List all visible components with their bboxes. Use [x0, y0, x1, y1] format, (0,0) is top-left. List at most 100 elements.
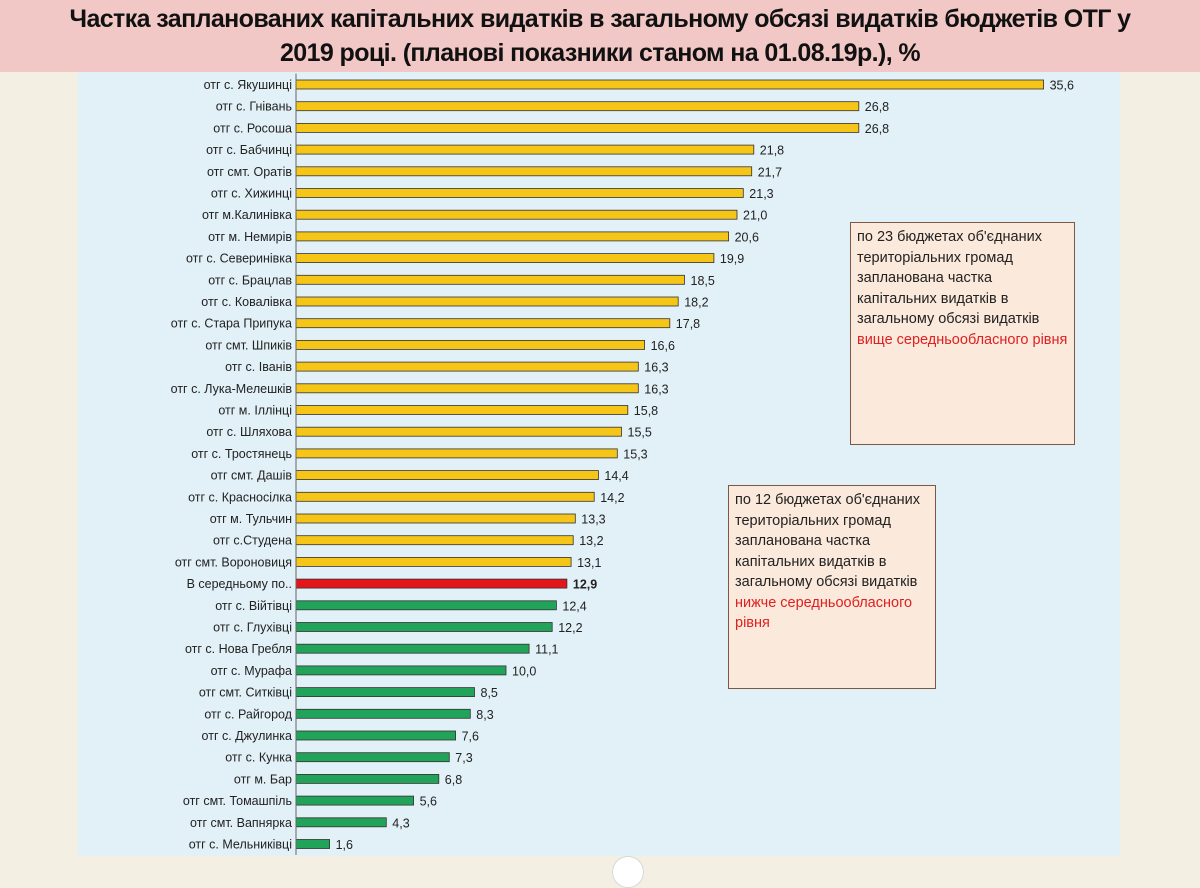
category-label-26: отг с. Нова Гребля: [185, 642, 292, 656]
value-label-11: 17,8: [676, 317, 700, 331]
bar-8: [295, 253, 715, 264]
value-label-27: 10,0: [512, 664, 536, 678]
bar-32: [295, 774, 440, 784]
value-label-5: 21,3: [749, 187, 773, 201]
value-label-12: 16,6: [651, 339, 675, 353]
value-label-18: 14,4: [604, 469, 628, 483]
category-label-35: отг с. Мельниківці: [189, 838, 292, 852]
bar-26: [295, 643, 530, 654]
category-label-25: отг с. Глухівці: [213, 621, 292, 635]
category-label-16: отг с. Шляхова: [206, 425, 292, 439]
category-label-13: отг с. Іванів: [225, 360, 292, 374]
bar-31: [295, 752, 450, 763]
bar-6: [295, 209, 738, 220]
category-label-29: отг с. Райгород: [204, 707, 292, 721]
category-label-30: отг с. Джулинка: [202, 729, 292, 743]
value-label-25: 12,2: [558, 621, 582, 635]
category-label-27: отг с. Мурафа: [211, 664, 292, 678]
category-label-28: отг смт. Ситківці: [199, 686, 292, 700]
category-label-8: отг с. Северинівка: [186, 252, 292, 266]
category-label-23: В середньому по..: [187, 577, 292, 591]
bar-2: [295, 123, 860, 133]
value-label-17: 15,3: [623, 447, 647, 461]
slide-nav-dot[interactable]: [612, 856, 644, 888]
bar-14: [295, 383, 639, 394]
category-label-2: отг с. Росоша: [213, 121, 292, 135]
bars-group: [295, 79, 1044, 849]
value-label-15: 15,8: [634, 404, 658, 418]
category-label-12: отг смт. Шпиків: [205, 338, 292, 352]
bar-16: [295, 426, 622, 437]
category-label-32: отг м. Бар: [234, 772, 292, 786]
value-label-23: 12,9: [573, 578, 597, 592]
category-label-19: отг с. Красносілка: [188, 490, 292, 504]
bar-17: [295, 448, 618, 459]
chart-title-line-2: 2019 році. (планові показники станом на …: [279, 39, 921, 67]
value-label-29: 8,3: [476, 708, 493, 722]
bar-25: [295, 622, 553, 632]
bar-23: [295, 578, 568, 589]
value-label-19: 14,2: [600, 491, 624, 505]
value-label-0: 35,6: [1050, 79, 1074, 93]
value-label-4: 21,7: [758, 165, 782, 179]
annotation-above-average: по 23 бюджетах об'єднаних територіальних…: [850, 222, 1075, 445]
category-label-22: отг смт. Вороновиця: [175, 555, 292, 569]
value-label-2: 26,8: [865, 122, 889, 136]
plot-area: [78, 72, 1120, 856]
chart-title: Частка запланованих капітальних видатків…: [0, 0, 1200, 72]
value-label-13: 16,3: [644, 361, 668, 375]
bar-27: [295, 665, 507, 676]
bar-10: [295, 296, 679, 307]
value-label-14: 16,3: [644, 382, 668, 396]
annotation-below-average: по 12 бюджетах об'єднаних територіальних…: [728, 485, 936, 689]
category-label-4: отг смт. Оратів: [207, 165, 292, 179]
value-label-20: 13,3: [581, 513, 605, 527]
category-label-18: отг смт. Дашів: [211, 469, 293, 483]
category-label-1: отг с. Гнівань: [216, 100, 292, 114]
category-label-14: отг с. Лука-Мелешків: [171, 382, 293, 396]
category-label-11: отг с. Стара Припука: [171, 317, 292, 331]
value-label-31: 7,3: [455, 751, 472, 765]
category-label-21: отг с.Студена: [213, 534, 292, 548]
category-label-9: отг с. Брацлав: [208, 273, 292, 287]
value-label-3: 21,8: [760, 144, 784, 158]
value-label-6: 21,0: [743, 209, 767, 223]
bar-33: [295, 795, 414, 806]
value-label-22: 13,1: [577, 556, 601, 570]
bar-12: [295, 339, 646, 350]
bar-30: [295, 730, 457, 741]
category-label-3: отг с. Бабчинці: [206, 143, 292, 157]
bar-28: [295, 687, 475, 697]
bar-11: [295, 318, 671, 329]
bar-20: [295, 513, 576, 524]
category-label-33: отг смт. Томашпіль: [183, 794, 292, 808]
category-label-20: отг м. Тульчин: [210, 512, 292, 526]
bar-19: [295, 491, 595, 502]
bar-7: [295, 231, 730, 242]
value-label-33: 5,6: [420, 795, 437, 809]
bar-5: [295, 188, 744, 198]
bar-3: [295, 144, 755, 155]
value-label-21: 13,2: [579, 534, 603, 548]
value-label-32: 6,8: [445, 773, 462, 787]
bar-1: [295, 101, 860, 112]
value-label-1: 26,8: [865, 100, 889, 114]
chart-title-line-1: Частка запланованих капітальних видатків…: [69, 5, 1131, 33]
category-label-34: отг смт. Вапнярка: [190, 816, 292, 830]
value-label-34: 4,3: [392, 816, 409, 830]
value-label-8: 19,9: [720, 252, 744, 266]
bar-34: [295, 817, 387, 828]
bar-0: [295, 79, 1044, 90]
bar-29: [295, 708, 471, 719]
bar-21: [295, 535, 574, 546]
category-labels-group: отг с. Якушинці отг с. Гнівань отг с. Росо…: [171, 78, 293, 852]
annotation-below-text: по 12 бюджетах об'єднаних територіальних…: [735, 492, 920, 590]
value-label-9: 18,5: [691, 274, 715, 288]
bar-24: [295, 600, 557, 611]
bar-4: [295, 166, 753, 177]
annotation-above-text: по 23 бюджетах об'єднаних територіальних…: [857, 229, 1042, 327]
category-label-5: отг с. Хижинці: [211, 187, 292, 201]
bar-35: [295, 839, 330, 849]
bar-18: [295, 470, 599, 481]
